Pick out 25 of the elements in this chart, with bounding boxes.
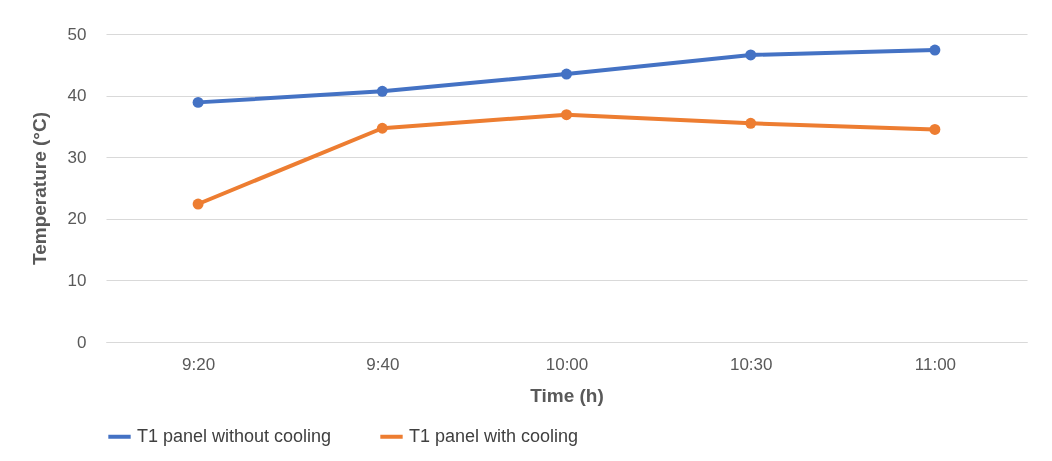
y-tick-label: 0	[77, 332, 87, 352]
x-tick-label: 11:00	[914, 354, 957, 374]
x-axis-title: Time (h)	[530, 384, 604, 406]
point	[376, 85, 388, 97]
point	[745, 49, 757, 61]
y-tick-label: 30	[67, 147, 87, 167]
y-tick-label: 20	[67, 209, 87, 229]
x-tick-label: 10:00	[545, 354, 589, 374]
y-axis-title: Temperature (°C)	[28, 112, 50, 265]
point	[929, 124, 941, 135]
point	[561, 68, 572, 80]
y-tick-label: 10	[67, 270, 87, 290]
point	[192, 96, 204, 108]
point	[929, 44, 941, 56]
point	[192, 198, 204, 210]
x-tick-label: 9:20	[182, 354, 216, 374]
y-tick-label: 50	[67, 24, 87, 44]
point	[376, 122, 388, 134]
point	[745, 117, 757, 129]
x-tick-label: 9:40	[366, 354, 400, 374]
legend-label: T1 panel with cooling	[409, 425, 579, 446]
point	[561, 109, 572, 121]
legend-label: T1 panel without cooling	[137, 425, 332, 446]
x-tick-label: 10:30	[729, 354, 773, 374]
y-tick-label: 40	[67, 86, 87, 106]
